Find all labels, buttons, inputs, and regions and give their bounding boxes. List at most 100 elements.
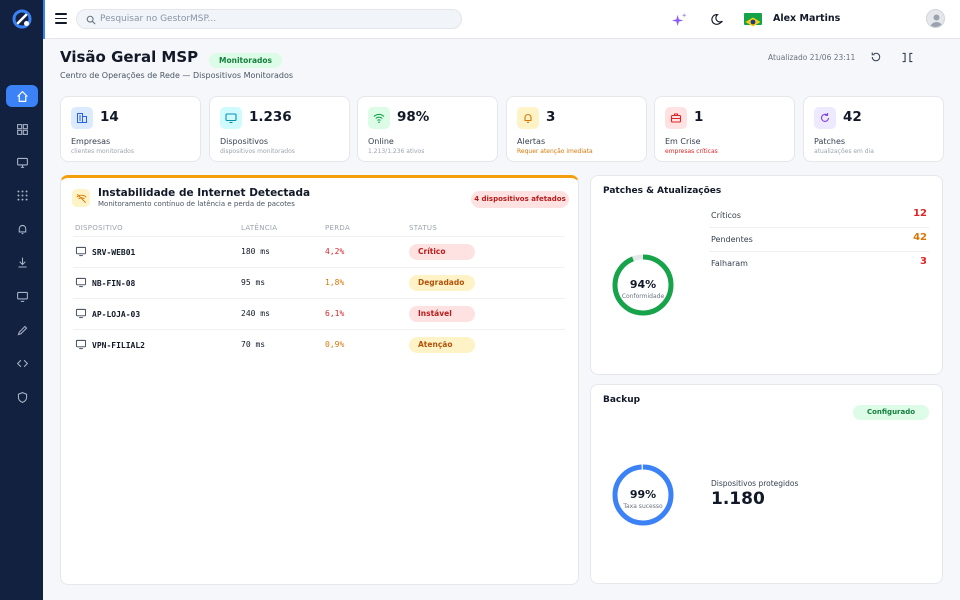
loss-value: 0,9% (325, 340, 345, 350)
home-icon (16, 90, 28, 102)
kpi-subtext: Requer atenção imediata (517, 148, 593, 155)
patch-row-label: Críticos (711, 211, 741, 220)
kpi-subtext: 1.213/1.236 ativos (368, 148, 425, 155)
column-header-loss: PERDA (323, 220, 407, 237)
ai-sparkle-button[interactable] (671, 11, 687, 27)
patch-row-label: Falharam (711, 259, 748, 268)
kpi-card-dispositivos[interactable]: 1.236 Dispositivos dispositivos monitora… (209, 96, 350, 162)
device-name: AP-LOJA-03 (92, 310, 141, 319)
desktop-icon (16, 291, 28, 302)
kpi-label: Alertas (517, 137, 546, 146)
panel-title: Instabilidade de Internet Detectada (98, 187, 311, 199)
code-icon (16, 359, 28, 367)
kpi-value: 14 (100, 109, 119, 125)
latency-value: 180 ms (239, 236, 323, 268)
monitor-icon (225, 113, 237, 124)
status-badge: Crítico (409, 243, 475, 260)
patch-row-label: Pendentes (711, 235, 753, 244)
monitor-icon (75, 340, 87, 350)
status-badge: Degradado (409, 274, 475, 291)
topbar-accent (43, 0, 45, 39)
kpi-subtext: dispositivos monitorados (220, 148, 295, 155)
sidebar-item-home[interactable] (6, 85, 38, 107)
patches-panel: Patches & Atualizações 94% Conformidade … (590, 175, 943, 375)
search-input[interactable] (100, 12, 450, 26)
table-row[interactable]: NB-FIN-08 95 ms 1,8% Degradado (73, 267, 565, 299)
kpi-label: Patches (814, 137, 846, 146)
page-subtitle: Centro de Operações de Rede — Dispositiv… (60, 71, 294, 80)
status-badge: Instável (409, 305, 475, 322)
status-badge: Atenção (409, 336, 475, 353)
kpi-card-alertas[interactable]: 3 Alertas Requer atenção imediata (506, 96, 647, 162)
kpi-value: 3 (546, 109, 556, 125)
sidebar-item-security[interactable] (6, 386, 38, 408)
sidebar-item-alerts[interactable] (6, 218, 38, 240)
app-logo-icon[interactable] (12, 9, 32, 29)
sidebar-item-tools[interactable] (6, 319, 38, 341)
backup-success-donut (612, 464, 674, 526)
table-header-row: DISPOSITIVO LATÊNCIA PERDA STATUS (73, 220, 565, 237)
kpi-subtext: clientes monitorados (71, 148, 134, 155)
compliance-value: 94% (629, 278, 657, 291)
sidebar-item-downloads[interactable] (6, 251, 38, 273)
kpi-value: 1.236 (249, 109, 292, 125)
wifi-icon (373, 113, 385, 123)
kpi-card-online[interactable]: 98% Online 1.213/1.236 ativos (357, 96, 498, 162)
page-title: Visão Geral MSP (60, 48, 199, 66)
moon-icon (710, 13, 723, 25)
sidebar-item-code[interactable] (6, 352, 38, 374)
sparkle-icon (671, 12, 687, 26)
avatar[interactable] (926, 9, 945, 28)
table-row[interactable]: VPN-FILIAL2 70 ms 0,9% Atenção (73, 329, 565, 360)
refresh-button[interactable] (869, 50, 883, 64)
protected-devices-value: 1.180 (711, 489, 765, 509)
bell-icon (524, 114, 532, 123)
shield-icon (17, 391, 27, 403)
kpi-label: Dispositivos (220, 137, 269, 146)
kpi-card-em-crise[interactable]: 1 Em Crise empresas críticas (654, 96, 795, 162)
fullscreen-button[interactable] (900, 50, 914, 64)
kpi-subtext: atualizações em dia (814, 148, 874, 155)
sidebar-item-desktops[interactable] (6, 285, 38, 307)
protected-devices-label: Dispositivos protegidos (711, 479, 799, 488)
loss-value: 1,8% (323, 267, 407, 299)
kpi-value: 42 (843, 109, 862, 125)
sidebar-item-grid[interactable] (6, 118, 38, 140)
kpi-value: 98% (397, 109, 430, 125)
menu-toggle-button[interactable] (55, 13, 67, 24)
patch-row-pending[interactable]: Pendentes 42 (709, 228, 929, 252)
device-name: NB-FIN-08 (92, 279, 136, 288)
sidebar-item-apps[interactable] (6, 184, 38, 206)
kpi-label: Online (368, 137, 394, 146)
kpi-card-empresas[interactable]: 14 Empresas clientes monitorados (60, 96, 201, 162)
sidebar-item-monitor[interactable] (6, 151, 38, 173)
patch-row-critical[interactable]: Críticos 12 (709, 204, 929, 228)
backup-success-value: 99% (629, 488, 657, 501)
bell-icon (18, 224, 26, 234)
search-box[interactable] (76, 9, 462, 29)
affected-devices-badge: 4 dispositivos afetados (471, 191, 569, 208)
sidebar (0, 0, 43, 600)
kpi-card-patches[interactable]: 42 Patches atualizações em dia (803, 96, 944, 162)
fullscreen-icon (902, 52, 912, 62)
refresh-icon (820, 113, 830, 122)
download-icon (17, 257, 27, 267)
column-header-latency: LATÊNCIA (239, 220, 323, 237)
panel-subtitle: Monitoramento contínuo de latência e per… (98, 200, 295, 208)
user-name[interactable]: Alex Martins (773, 13, 841, 24)
kpi-value: 1 (694, 109, 704, 125)
table-row[interactable]: SRV-WEB01 180 ms 4,2% Crítico (73, 236, 565, 268)
loss-value: 4,2% (323, 236, 407, 268)
table-row[interactable]: AP-LOJA-03 240 ms 6,1% Instável (73, 298, 565, 330)
brazil-flag-icon[interactable] (744, 13, 762, 27)
theme-toggle-button[interactable] (709, 11, 725, 27)
briefcase-icon (670, 113, 682, 123)
patch-row-value: 42 (913, 232, 927, 243)
internet-instability-panel: Instabilidade de Internet Detectada Moni… (60, 175, 579, 585)
building-icon (77, 113, 87, 123)
patch-row-failed[interactable]: Falharam 3 (709, 252, 929, 276)
monitored-badge: Monitorados (209, 53, 283, 68)
pen-icon (17, 325, 27, 335)
configured-badge: Configurado (853, 405, 929, 420)
latency-value: 95 ms (239, 267, 323, 299)
